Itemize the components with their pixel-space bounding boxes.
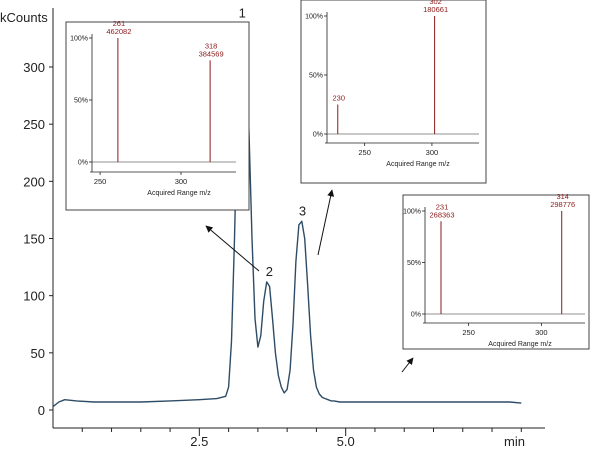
- main-chart-trace-group: [52, 22, 522, 408]
- x-tick-label: 2.5: [190, 434, 208, 449]
- inset-arrow-2: [317, 189, 335, 256]
- inset-arrow-1: [205, 225, 260, 272]
- x-axis-label: min: [504, 434, 525, 449]
- inset-x-tick-label: 300: [175, 177, 188, 186]
- peak-mz-label: 302: [429, 0, 442, 6]
- peak-mz-label: 231: [436, 202, 449, 211]
- inset-x-axis-label: Acquired Range m/z: [386, 161, 450, 168]
- inset-frame: [65, 21, 250, 211]
- main-chart-labels: 1 2 3: [239, 6, 307, 279]
- peak-count-label: 180661: [423, 5, 448, 14]
- mass-spectrum-inset-1: 0% 50% 100% 250 300 Acquired Range m/z 2614620…: [65, 19, 250, 211]
- peak-annotation-1: 1: [239, 6, 246, 21]
- inset-y-tick-label: 100%: [305, 14, 323, 21]
- main-chart-axes: kCounts 0 50 100 150 200 250 300 2.5 5.0 min: [0, 8, 545, 449]
- inset-x-tick-label: 250: [462, 328, 475, 337]
- inset-frame: [300, 0, 487, 184]
- mass-spectrum-insets: 0% 50% 100% 250 300 Acquired Range m/z 2614620…: [65, 0, 590, 350]
- inset-y-tick-label: 50%: [407, 260, 421, 267]
- inset-y-tick-label: 50%: [309, 73, 323, 80]
- inset-x-tick-label: 300: [535, 328, 548, 337]
- inset-y-tick-label: 100%: [70, 36, 88, 43]
- inset-y-tick-label: 0%: [411, 312, 421, 319]
- mass-spectrum-inset-3: 0% 50% 100% 250 300 Acquired Range m/z 2312683…: [402, 192, 590, 350]
- inset-y-tick-label: 0%: [313, 132, 323, 139]
- inset-arrow-3: [401, 357, 414, 373]
- chromatogram-trace: [52, 22, 522, 408]
- inset-y-tick-label: 50%: [74, 98, 88, 105]
- peak-mz-label: 314: [556, 192, 569, 201]
- y-tick-label: 100: [23, 289, 45, 304]
- peak-count-label: 268363: [429, 210, 454, 219]
- inset-y-tick-label: 0%: [78, 160, 88, 167]
- peak-count-label: 298776: [550, 200, 575, 209]
- peak-annotation-3: 3: [299, 203, 306, 218]
- x-tick-label: 5.0: [337, 434, 355, 449]
- inset-x-tick-label: 250: [358, 148, 371, 157]
- y-axis-label: kCounts: [0, 10, 48, 25]
- inset-pointer-arrows: [205, 189, 414, 373]
- inset-y-tick-label: 100%: [403, 209, 421, 216]
- peak-mz-label: 230: [333, 94, 346, 103]
- y-tick-label: 0: [38, 403, 45, 418]
- y-tick-label: 300: [23, 60, 45, 75]
- peak-count-label: 384569: [199, 49, 224, 58]
- y-tick-label: 200: [23, 174, 45, 189]
- y-tick-label: 50: [31, 346, 45, 361]
- peak-annotation-2: 2: [266, 264, 273, 279]
- inset-x-tick-label: 250: [94, 177, 107, 186]
- y-tick-label: 150: [23, 232, 45, 247]
- peak-count-label: 462082: [106, 27, 131, 36]
- y-tick-label: 250: [23, 117, 45, 132]
- inset-x-axis-label: Acquired Range m/z: [488, 341, 552, 348]
- peak-mz-label: 318: [205, 41, 218, 50]
- peak-mz-label: 261: [113, 19, 126, 28]
- inset-x-tick-label: 300: [426, 148, 439, 157]
- inset-x-axis-label: Acquired Range m/z: [147, 190, 211, 197]
- mass-spectrum-inset-2: 0% 50% 100% 250 300 Acquired Range m/z 230 3021…: [300, 0, 487, 184]
